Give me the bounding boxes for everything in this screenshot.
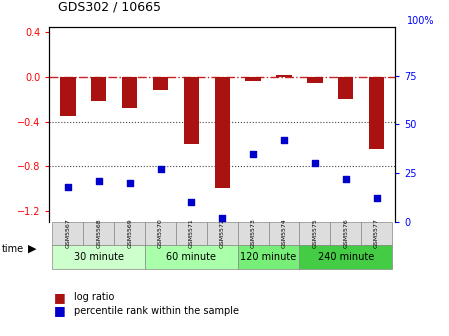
Text: GSM5572: GSM5572 [220,219,225,248]
Bar [184,77,199,144]
Point [280,137,287,142]
Bar [215,77,230,188]
Text: 30 minute: 30 minute [74,252,124,262]
Bar [299,245,392,269]
Text: percentile rank within the sample: percentile rank within the sample [74,306,239,316]
Text: 120 minute: 120 minute [240,252,297,262]
Point [311,161,318,166]
Bar [361,222,392,245]
Text: GSM5576: GSM5576 [343,219,348,248]
Text: GSM5570: GSM5570 [158,219,163,248]
Text: 60 minute: 60 minute [167,252,216,262]
Point [95,178,102,183]
Point [64,184,71,190]
Bar [84,222,114,245]
Bar [307,77,322,83]
Bar [145,222,176,245]
Point [188,200,195,205]
Bar [207,222,238,245]
Bar [60,77,75,116]
Text: GSM5577: GSM5577 [374,219,379,248]
Text: ■: ■ [54,304,66,317]
Bar [338,77,353,99]
Text: GSM5571: GSM5571 [189,219,194,248]
Bar [176,222,207,245]
Bar [238,245,299,269]
Text: GSM5574: GSM5574 [282,219,286,248]
Bar [299,222,330,245]
Bar [122,77,137,108]
Bar [153,77,168,90]
Bar [369,77,384,150]
Text: GSM5567: GSM5567 [66,219,70,248]
Bar [276,75,292,77]
Text: GSM5575: GSM5575 [313,219,317,248]
Text: GDS302 / 10665: GDS302 / 10665 [58,0,161,13]
Bar [145,245,238,269]
Bar [269,222,299,245]
Point [373,196,380,201]
Text: ■: ■ [54,291,66,304]
Text: ▶: ▶ [28,244,36,254]
Text: GSM5568: GSM5568 [96,219,101,248]
Bar [238,222,269,245]
Bar [246,77,261,81]
Text: time: time [2,244,24,254]
Point [250,151,257,156]
Text: GSM5573: GSM5573 [251,219,255,248]
Text: log ratio: log ratio [74,292,114,302]
Bar [330,222,361,245]
Point [126,180,133,185]
Bar [53,245,145,269]
Text: GSM5569: GSM5569 [127,219,132,248]
Point [219,215,226,220]
Text: 100%: 100% [407,16,435,26]
Point [342,176,349,181]
Text: 240 minute: 240 minute [317,252,374,262]
Bar [91,77,106,101]
Bar [53,222,84,245]
Bar [114,222,145,245]
Point [157,166,164,172]
